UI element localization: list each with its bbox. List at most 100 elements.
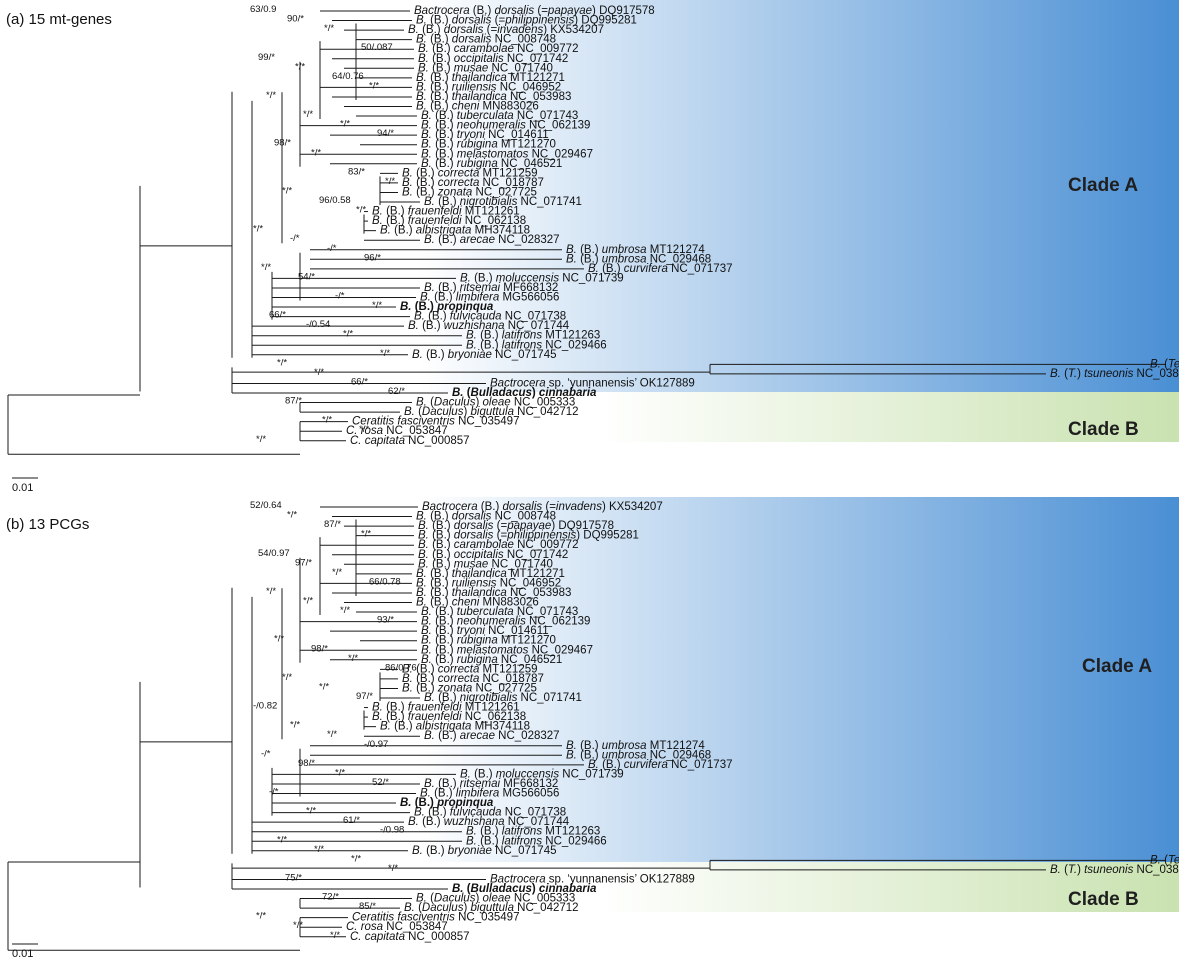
taxon-name: B. — [416, 568, 427, 580]
taxon-text: (B.) — [419, 24, 444, 36]
taxon-text: (B.) — [478, 501, 503, 513]
taxon-name: dorsalis — [454, 520, 494, 532]
support-value: */* — [282, 185, 292, 196]
support-value: */* — [290, 720, 300, 731]
support-value: 66/* — [351, 376, 368, 387]
taxon-text: (= — [493, 520, 507, 532]
taxon-name: B. — [400, 301, 412, 313]
taxon-name: B. — [416, 597, 427, 609]
taxon-name: B. — [408, 816, 419, 828]
taxon-name: B. — [424, 692, 435, 704]
support-value: -/* — [290, 233, 300, 244]
taxon-text: (B.) — [431, 788, 456, 800]
taxon-name: B. — [416, 587, 427, 599]
tip-label: B. (B.) latifrons NC_029466 — [466, 835, 607, 847]
taxon-text: (B.) — [429, 539, 454, 551]
support-value: 94/* — [377, 128, 394, 139]
taxon-text: NC_046521 — [498, 654, 563, 666]
taxon-text: (B.) — [413, 177, 438, 189]
taxon-name: B. — [418, 520, 429, 532]
tip-label: B. (B.) dorsalis (=papayae) DQ917578 — [418, 520, 614, 532]
tip-label: B. (B.) tuberculata NC_071743 — [421, 606, 578, 618]
taxon-text: (B.) — [427, 511, 452, 523]
taxon-name: carambolae — [454, 43, 514, 55]
support-value: 66/* — [269, 310, 286, 321]
taxon-name: oleae — [483, 397, 511, 409]
taxon-text: OK127889 — [640, 873, 695, 885]
taxon-name: B. — [421, 606, 432, 618]
support-value: */* — [348, 653, 358, 664]
taxon-name: musae — [454, 558, 489, 570]
taxon-text: NC_071741 — [517, 692, 582, 704]
tip-label: B. (B.) dorsalis (=invadens) KX534207 — [408, 24, 604, 36]
tip-label: B. (B.) musae NC_071740 — [418, 558, 553, 570]
taxon-text: MH374118 — [471, 721, 530, 733]
taxon-name: B. — [421, 139, 432, 151]
taxon-name: B. — [404, 902, 415, 914]
support-value: */* — [340, 605, 350, 616]
taxon-text: MT121261 — [462, 702, 520, 714]
taxon-name: B. — [416, 91, 427, 103]
taxon-name: B. — [420, 292, 431, 304]
taxon-text: NC_071743 — [514, 110, 579, 122]
taxon-text: ( — [1161, 854, 1168, 866]
taxon-text: (B.) — [432, 120, 457, 132]
tip-label: B. (Daculus) biguttula NC_042712 — [404, 406, 579, 418]
taxon-name: tryoni — [457, 625, 486, 637]
taxon-name: B. — [418, 549, 429, 561]
taxon-name: wuzhishana — [444, 816, 505, 828]
tip-label: B. (B.) dorsalis NC_008748 — [416, 511, 556, 523]
taxon-name: moluccensis — [496, 768, 560, 780]
taxon-name: correcta — [438, 663, 480, 675]
support-value: */* — [361, 529, 371, 540]
taxon-text: (B.) — [391, 721, 416, 733]
taxon-text: NC_053847 — [383, 425, 448, 437]
support-value: */* — [380, 348, 390, 359]
tip-label: B. (B.) thailandica NC_053983 — [416, 587, 571, 599]
taxon-name: umbrosa — [602, 740, 647, 752]
tip-label: B. (B.) tuberculata NC_071743 — [421, 110, 578, 122]
tip-label: B. (B.) occipitalis NC_071742 — [418, 549, 568, 561]
scale-label-a: 0.01 — [12, 482, 33, 494]
taxon-name: B. — [414, 807, 425, 819]
support-value: */* — [256, 911, 266, 922]
tip-label: B. (Bulladacus) cinnabaria — [452, 387, 597, 399]
taxon-text: NC_005333 — [511, 893, 576, 905]
taxon-name: B. — [588, 263, 599, 275]
taxon-name: B. — [460, 272, 471, 284]
tip-label: Bactrocera (B.) dorsalis (=papayae) DQ91… — [414, 5, 655, 17]
taxon-name: papayae — [547, 5, 592, 17]
taxon-text: ( — [1161, 358, 1168, 370]
taxon-text: (B.) — [477, 339, 502, 351]
taxon-text: NC_009772 — [514, 43, 579, 55]
tip-label: B. (B.) umbrosa NC_029468 — [566, 253, 711, 265]
taxon-name: limbifera — [456, 292, 499, 304]
taxon-text: NC_071743 — [514, 606, 579, 618]
taxon-name: B. — [1150, 358, 1161, 370]
taxon-text: (B.) — [412, 301, 438, 313]
clade-b-label-a: Clade B — [1068, 419, 1139, 440]
taxon-name: B. — [421, 654, 432, 666]
taxon-name: B. — [421, 129, 432, 141]
taxon-name: B. — [1150, 854, 1161, 866]
taxon-text: ) — [532, 387, 539, 399]
support-value: */* — [388, 863, 398, 874]
support-value: */* — [319, 681, 329, 692]
taxon-name: B. — [418, 62, 429, 74]
taxon-name: melastomatos — [457, 644, 529, 656]
taxon-text: MT121263 — [542, 330, 600, 342]
taxon-name: Ceratitis fasciventris — [352, 416, 455, 428]
taxon-text: ) DQ995281 — [576, 530, 639, 542]
tip-label: Bactrocera sp. ‘yunnanensis’ OK127889 — [490, 377, 695, 389]
taxon-text: NC_071744 — [505, 816, 570, 828]
taxon-name: B. — [421, 616, 432, 628]
taxon-name: cheni — [452, 101, 480, 113]
taxon-name: Bactrocera — [422, 501, 478, 513]
taxon-name: cinnabaria — [539, 883, 597, 895]
taxon-name: tuberculata — [457, 606, 514, 618]
taxon-name: oleae — [483, 893, 511, 905]
taxon-name: tsuneonis — [1084, 368, 1133, 380]
tip-label: B. (B.) melastomatos NC_029467 — [421, 148, 593, 160]
tip-label: B. (B.) musae NC_071740 — [418, 62, 553, 74]
support-value: 86/0.76 — [385, 662, 417, 673]
